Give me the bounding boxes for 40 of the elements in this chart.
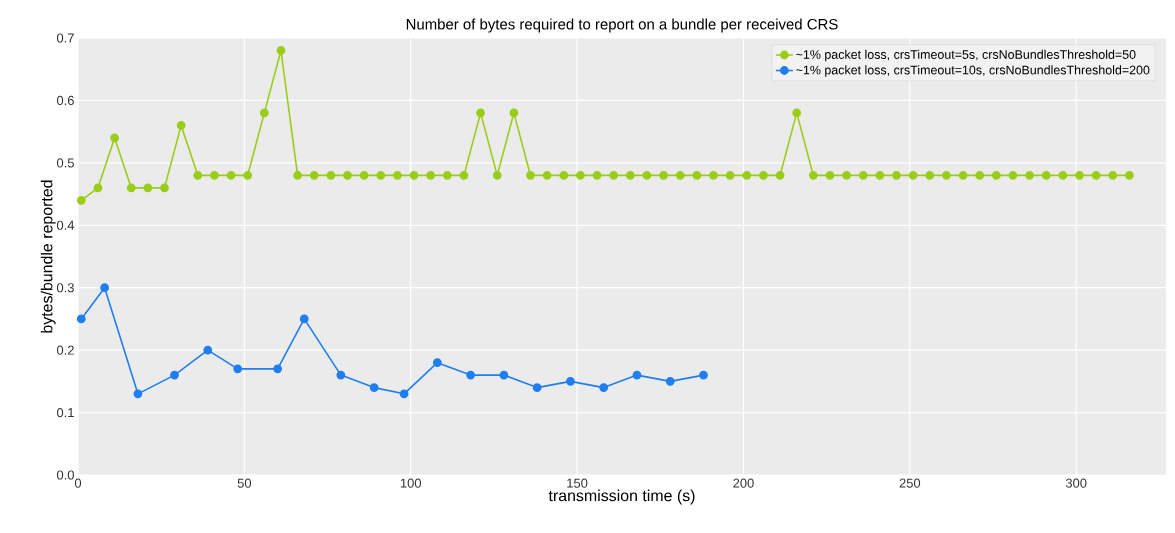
y-tick-label: 0.0 [56,470,74,480]
point [203,345,213,355]
point [699,370,708,380]
point [665,376,675,386]
point [566,376,575,386]
y-tick-label: 0.4 [56,220,75,230]
y-tick-label: 0.7 [56,33,74,43]
y-tick-label: 0.6 [56,95,74,106]
y-tick-label: 0.5 [56,158,74,168]
point [76,314,86,324]
point [369,383,379,392]
x-tick-label: 250 [899,478,921,488]
y-tick-label: 0.1 [56,407,74,418]
y-axis-title: bytes/bundle reported [40,180,56,333]
point [499,370,509,380]
x-axis-title: transmission time (s) [548,489,695,505]
point [133,389,143,399]
y-tick-label: 0.3 [56,283,74,293]
point [432,358,442,368]
point [399,389,409,399]
y-tick-label: 0.2 [56,345,74,355]
point [632,370,642,380]
point [233,364,243,374]
point [466,370,475,380]
legend-label: ~1% packet loss, crsTimeout=10s, crsNoBundlesThreshold=200 [796,65,1150,77]
x-tick-label: 150 [567,478,588,488]
x-tick-label: 50 [237,478,252,488]
x-tick-label: 100 [400,478,422,488]
point [532,383,542,392]
point [336,370,346,380]
point [100,283,109,293]
chart-title: Number of bytes required to report on a bundle per received CRS [406,18,838,33]
point [299,314,309,324]
x-tick-label: 0 [74,478,82,488]
x-tick-label: 200 [733,478,754,488]
x-tick-label: 300 [1065,478,1087,488]
point [273,364,283,374]
point [170,370,179,380]
point [599,383,609,392]
legend-label: ~1% packet loss, crsTimeout=5s, crsNoBundlesThreshold=50 [796,49,1136,62]
